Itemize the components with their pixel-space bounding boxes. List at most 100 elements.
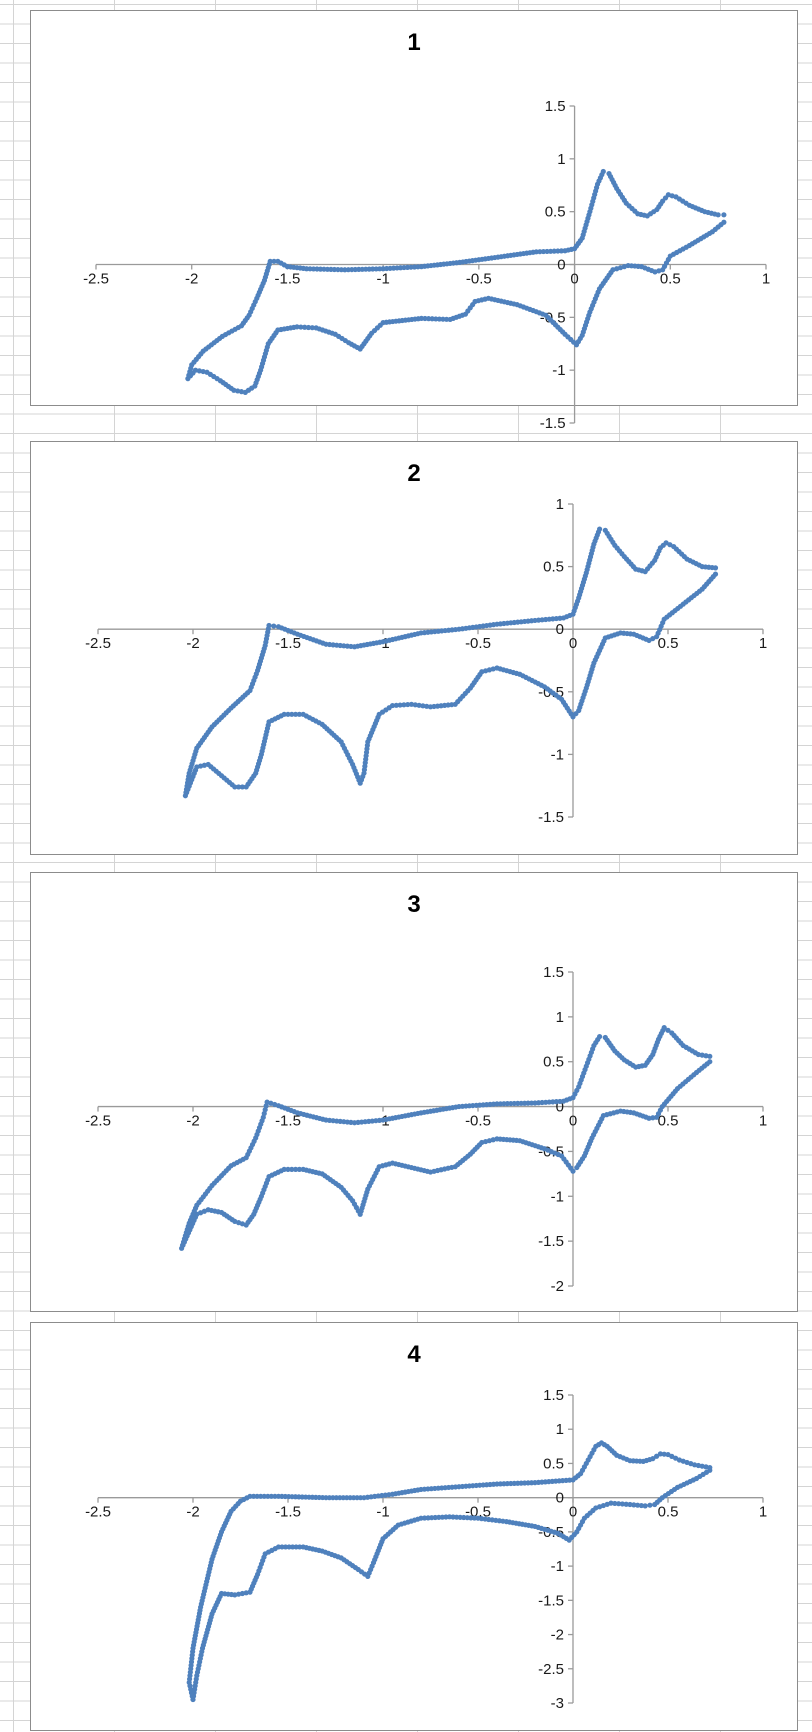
x-tick-label: -1.5: [275, 1113, 301, 1130]
data-point: [652, 1501, 658, 1508]
data-point: [635, 1502, 641, 1508]
data-point: [654, 1453, 660, 1459]
x-tick-label: 0.5: [658, 1113, 679, 1130]
x-tick-label: 0: [569, 1504, 577, 1521]
data-point: [309, 325, 315, 331]
data-point: [243, 784, 249, 790]
data-point: [266, 622, 272, 629]
x-tick-label: -1.5: [275, 635, 301, 652]
data-point: [654, 1114, 660, 1120]
y-tick-label: 0.5: [543, 1455, 564, 1472]
plot-area: -2.5 -2 -1.5 -1 -0.5 0 0.5 1-1.5-1-0.500.511.5: [83, 98, 770, 432]
data-series: [185, 168, 727, 395]
chart-panel-2: 2 -2.5-2-1.5-1-0.500.51-1.5-1-0.500.51: [30, 441, 798, 855]
y-tick-label: -1.5: [538, 1233, 564, 1250]
y-tick-label: -1.5: [538, 809, 564, 826]
data-point: [597, 1033, 603, 1040]
data-point: [271, 258, 277, 264]
y-tick-label: 0.5: [543, 1054, 564, 1071]
x-tick-label: 1: [759, 1113, 767, 1130]
y-tick-label: -2: [551, 1627, 564, 1644]
data-point: [612, 1500, 618, 1507]
data-point: [289, 711, 295, 717]
data-point: [631, 1502, 637, 1508]
y-tick-label: 0: [556, 621, 564, 638]
data-point: [405, 701, 411, 708]
data-point: [412, 702, 418, 708]
data-point: [296, 711, 302, 717]
data-point: [597, 526, 603, 532]
y-tick-label: -1.5: [538, 1592, 564, 1609]
data-point: [721, 212, 727, 218]
data-point: [272, 1493, 278, 1499]
data-point: [657, 1451, 664, 1457]
plot-area: -2.5-2-1.5-1-0.500.51-3-2.5-2-1.5-1-0.50…: [85, 1387, 767, 1712]
x-tick-label: 0: [570, 271, 578, 288]
x-tick-label: 0: [569, 635, 577, 652]
plot-area: -2.5-2-1.5-1-0.500.51-2-1.5-1-0.500.511.…: [85, 964, 767, 1295]
data-point: [661, 1451, 667, 1457]
x-tick-label: 1: [759, 635, 767, 652]
y-tick-label: 0.5: [545, 204, 566, 221]
data-point: [285, 1166, 291, 1172]
data-series: [186, 1440, 713, 1703]
data-point: [574, 1164, 580, 1171]
y-tick-label: -1: [552, 362, 565, 379]
x-tick-label: -1: [376, 271, 389, 288]
data-point: [416, 702, 422, 708]
x-tick-label: -2.5: [85, 635, 111, 652]
y-tick-label: -1: [551, 1558, 564, 1575]
y-tick-label: -2: [551, 1278, 564, 1295]
data-point: [265, 1493, 271, 1499]
x-tick-label: -1.5: [274, 271, 300, 288]
data-point: [707, 1464, 713, 1471]
data-point: [715, 212, 721, 218]
y-tick-label: 0: [556, 1490, 564, 1507]
data-point: [619, 1501, 626, 1507]
y-tick-label: 0: [557, 257, 565, 274]
data-point: [239, 784, 245, 790]
chart-title: 2: [407, 460, 421, 487]
data-point: [427, 704, 434, 710]
x-tick-label: 0.5: [658, 635, 679, 652]
data-point: [420, 703, 426, 709]
data-point: [268, 1493, 274, 1499]
x-tick-label: -2: [186, 1113, 199, 1130]
data-point: [397, 702, 403, 708]
y-tick-label: -1.5: [540, 415, 566, 432]
x-tick-label: -2: [186, 1504, 199, 1521]
y-tick-label: -3: [551, 1695, 564, 1712]
y-tick-label: -2.5: [538, 1661, 564, 1678]
data-point: [650, 1456, 656, 1462]
x-tick-label: -2.5: [83, 271, 109, 288]
y-tick-label: 0.5: [543, 559, 564, 576]
data-point: [623, 1501, 629, 1507]
data-point: [616, 1501, 622, 1507]
data-point: [650, 1115, 656, 1121]
y-tick-label: -1: [551, 746, 564, 763]
x-tick-label: 0: [569, 1113, 577, 1130]
data-series: [179, 1025, 713, 1251]
data-point: [393, 702, 399, 708]
data-point: [401, 702, 407, 708]
plot-area: -2.5-2-1.5-1-0.500.51-1.5-1-0.500.51: [85, 496, 767, 826]
data-point: [300, 1166, 306, 1172]
x-tick-label: -1: [376, 1504, 389, 1521]
data-point: [289, 1166, 295, 1172]
chart-title: 4: [407, 1341, 421, 1368]
data-point: [627, 1501, 633, 1508]
x-tick-label: 1: [762, 271, 770, 288]
y-tick-label: 1: [556, 496, 564, 513]
data-point: [642, 1503, 648, 1509]
x-tick-label: -1.5: [275, 1504, 301, 1521]
data-point: [300, 711, 306, 717]
chart-panel-1: 1 -2.5 -2 -1.5 -1 -0.5 0 0.5 1 -1.5 -1 -0.5 0 0.5 1 1.…: [30, 10, 798, 432]
y-tick-label: 1.5: [543, 1387, 564, 1404]
y-tick-label: 1: [556, 1421, 564, 1438]
data-series: [182, 526, 719, 799]
data-point: [665, 1027, 671, 1033]
data-point: [661, 1025, 667, 1031]
x-tick-label: 0.5: [660, 271, 681, 288]
chart-panel-4: 4 -2.5-2-1.5-1-0.500.51-3-2.5-2-1.5-1-0.…: [30, 1322, 798, 1731]
data-point: [600, 168, 606, 175]
